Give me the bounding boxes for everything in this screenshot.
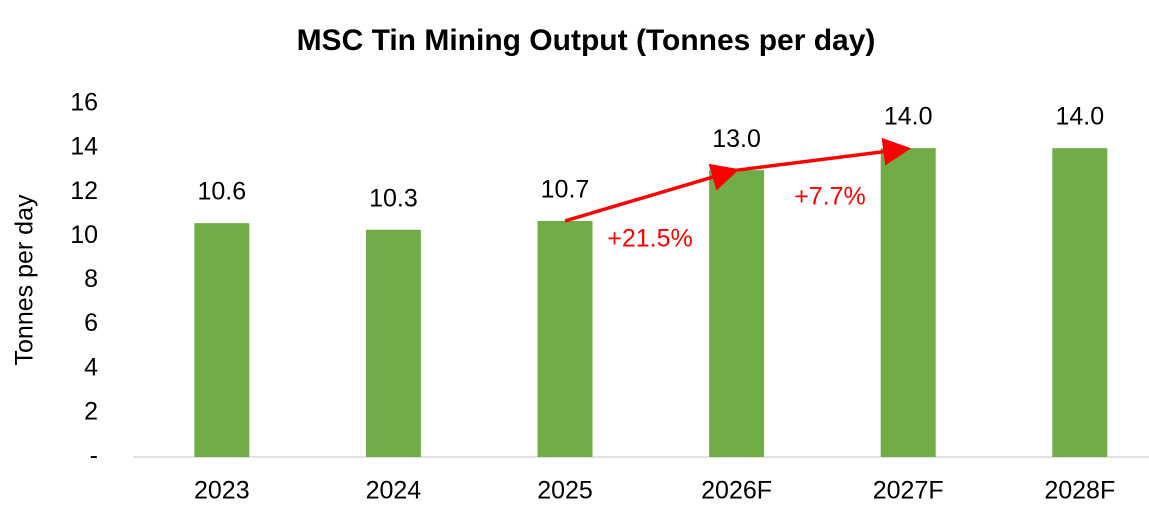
value-label: 10.7	[541, 176, 590, 204]
y-tick-label: 16	[70, 89, 98, 117]
x-tick-label: 2025	[537, 477, 593, 505]
y-tick-label: 10	[70, 221, 98, 249]
bar	[194, 223, 250, 457]
y-tick-label: 4	[84, 353, 98, 381]
bar	[537, 220, 593, 457]
value-label: 13.0	[712, 125, 761, 153]
annotation: +21.5%	[607, 225, 693, 253]
y-tick-label: -	[90, 442, 98, 470]
y-tick-label: 14	[70, 133, 98, 161]
annotation: +7.7%	[794, 183, 866, 211]
y-tick-label: 2	[84, 397, 98, 425]
x-tick-label: 2024	[366, 477, 422, 505]
y-tick-label: 6	[84, 309, 98, 337]
x-tick-label: 2028F	[1044, 477, 1115, 505]
bar	[365, 229, 421, 457]
chart-title: MSC Tin Mining Output (Tonnes per day)	[297, 24, 876, 57]
bar	[1052, 148, 1108, 457]
growth-arrow	[564, 163, 740, 223]
value-label: 14.0	[1055, 103, 1104, 131]
growth-arrow	[736, 137, 912, 172]
bar	[709, 170, 765, 457]
x-tick-label: 2023	[194, 477, 250, 505]
y-tick-label: 12	[70, 177, 98, 205]
y-tick-label: 8	[84, 265, 98, 293]
value-label: 14.0	[884, 103, 933, 131]
value-label: 10.6	[197, 178, 246, 206]
x-tick-label: 2026F	[701, 477, 772, 505]
y-axis-label: Tonnes per day	[11, 194, 39, 365]
value-label: 10.3	[369, 184, 418, 212]
x-tick-label: 2027F	[873, 477, 944, 505]
bar	[880, 148, 936, 457]
